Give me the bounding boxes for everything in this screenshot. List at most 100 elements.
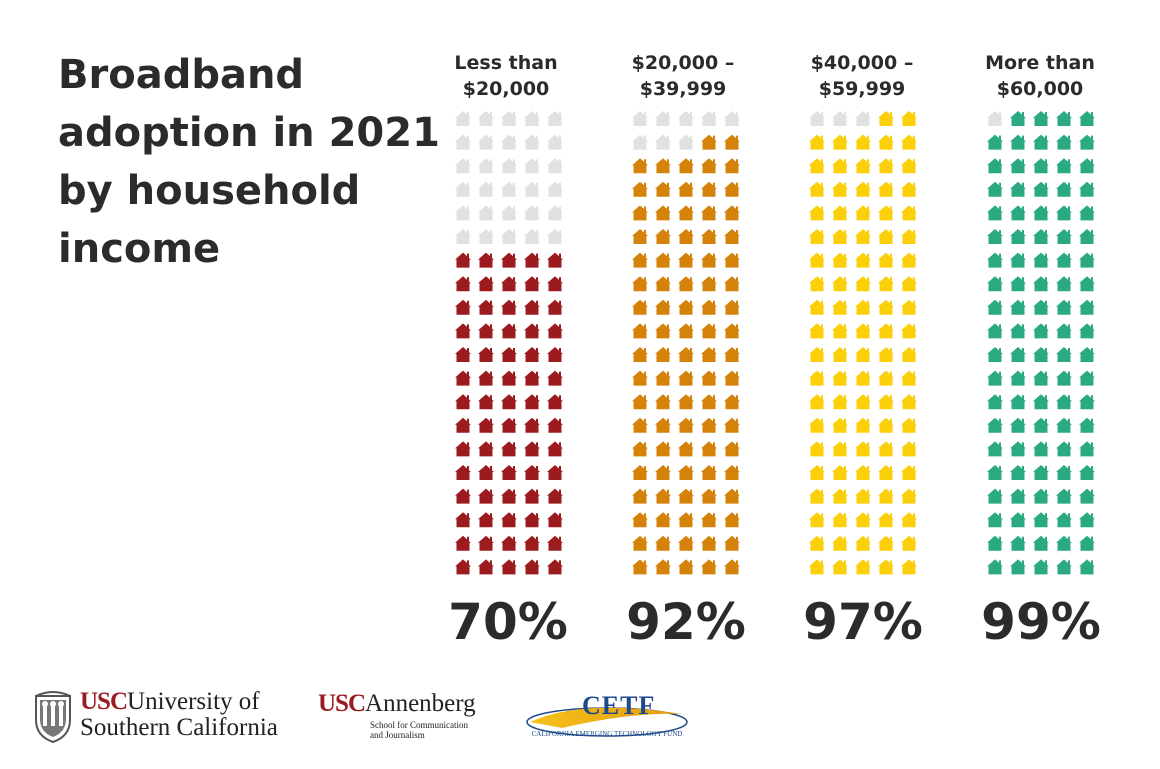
house-icon-filled — [878, 441, 894, 457]
house-icon-filled — [632, 299, 648, 315]
house-icon-filled — [878, 535, 894, 551]
house-icon-filled — [855, 276, 871, 292]
house-icon-filled — [701, 205, 717, 221]
house-icon-empty — [655, 134, 671, 150]
house-icon-filled — [1010, 488, 1026, 504]
house-icon-filled — [855, 181, 871, 197]
house-icon-filled — [1033, 252, 1049, 268]
house-icon-filled — [655, 276, 671, 292]
house-icon-filled — [501, 370, 517, 386]
title-line-1: Broadband — [58, 52, 305, 98]
house-icon-filled — [809, 181, 825, 197]
house-icon-filled — [678, 441, 694, 457]
house-icon-filled — [1010, 465, 1026, 480]
house-icon-filled — [1010, 205, 1026, 221]
house-icon-filled — [832, 158, 848, 174]
percent-label-2: 92% — [626, 593, 746, 651]
house-icon-filled — [678, 559, 694, 575]
usc-seal-icon — [35, 691, 71, 744]
house-icon-filled — [632, 441, 648, 457]
house-icon-filled — [1056, 323, 1072, 339]
house-icon-filled — [832, 205, 848, 221]
house-icon-empty — [478, 158, 494, 174]
house-icon-filled — [724, 134, 740, 150]
house-icon-filled — [701, 370, 717, 386]
house-icon-filled — [1010, 394, 1026, 410]
house-icon-filled — [1033, 417, 1049, 433]
house-icon-filled — [455, 323, 471, 339]
house-icon-filled — [724, 535, 740, 551]
house-icon-filled — [701, 512, 717, 528]
house-icon-filled — [478, 535, 494, 551]
house-icon-filled — [655, 465, 671, 480]
house-icon-filled — [547, 559, 563, 575]
house-icon-filled — [809, 535, 825, 551]
house-icon-filled — [632, 535, 648, 551]
house-icon-empty — [524, 181, 540, 197]
house-icon-filled — [901, 535, 917, 551]
house-icon-filled — [501, 535, 517, 551]
column-header-1: Less than $20,000 — [416, 50, 596, 102]
house-icon-empty — [524, 134, 540, 150]
house-icon-filled — [855, 229, 871, 244]
house-icon-filled — [455, 535, 471, 551]
house-icon-filled — [855, 512, 871, 528]
house-icon-filled — [1079, 370, 1095, 386]
house-icon-filled — [809, 323, 825, 339]
house-icon-filled — [701, 441, 717, 457]
house-icon-empty — [524, 158, 540, 174]
house-icon-filled — [455, 299, 471, 315]
house-icon-filled — [901, 512, 917, 528]
house-icon-filled — [878, 512, 894, 528]
house-icon-filled — [524, 252, 540, 268]
house-icon-filled — [724, 488, 740, 504]
house-icon-filled — [678, 370, 694, 386]
annenberg-logo: USCAnnenberg School for Communication an… — [318, 690, 488, 742]
house-icon-filled — [809, 465, 825, 480]
house-icon-empty — [855, 111, 871, 126]
house-icon-empty — [524, 229, 540, 244]
house-icon-filled — [632, 417, 648, 433]
house-icon-filled — [832, 370, 848, 386]
house-icon-filled — [478, 323, 494, 339]
house-icon-empty — [987, 111, 1003, 126]
house-icon-filled — [1033, 181, 1049, 197]
house-icon-filled — [809, 559, 825, 575]
house-icon-filled — [655, 535, 671, 551]
house-icon-filled — [478, 441, 494, 457]
house-icon-filled — [901, 181, 917, 197]
house-icon-filled — [632, 559, 648, 575]
house-icon-filled — [901, 417, 917, 433]
house-icon-filled — [1056, 181, 1072, 197]
house-icon-filled — [855, 465, 871, 480]
house-icon-empty — [678, 134, 694, 150]
house-icon-filled — [855, 323, 871, 339]
house-icon-filled — [855, 370, 871, 386]
column-header-4: More than $60,000 — [950, 50, 1130, 102]
house-icon-filled — [1079, 276, 1095, 292]
house-icon-filled — [1033, 276, 1049, 292]
house-icon-filled — [724, 205, 740, 221]
house-icon-filled — [809, 370, 825, 386]
house-icon-filled — [878, 276, 894, 292]
house-icon-filled — [455, 276, 471, 292]
column-header-3: $40,000 – $59,999 — [772, 50, 952, 102]
waffle-column-4 — [987, 111, 1095, 575]
house-icon-empty — [478, 229, 494, 244]
house-icon-filled — [855, 535, 871, 551]
house-icon-filled — [878, 111, 894, 126]
house-icon-filled — [1033, 205, 1049, 221]
house-icon-filled — [987, 229, 1003, 244]
chart-title: Broadband adoption in 2021 by household … — [58, 46, 440, 278]
house-icon-filled — [1056, 488, 1072, 504]
house-icon-empty — [455, 158, 471, 174]
house-icon-filled — [524, 394, 540, 410]
house-icon-filled — [632, 512, 648, 528]
house-icon-empty — [478, 111, 494, 126]
house-icon-filled — [901, 205, 917, 221]
house-icon-filled — [1010, 252, 1026, 268]
house-icon-empty — [478, 134, 494, 150]
house-icon-filled — [655, 323, 671, 339]
house-icon-filled — [455, 465, 471, 480]
house-icon-filled — [987, 134, 1003, 150]
